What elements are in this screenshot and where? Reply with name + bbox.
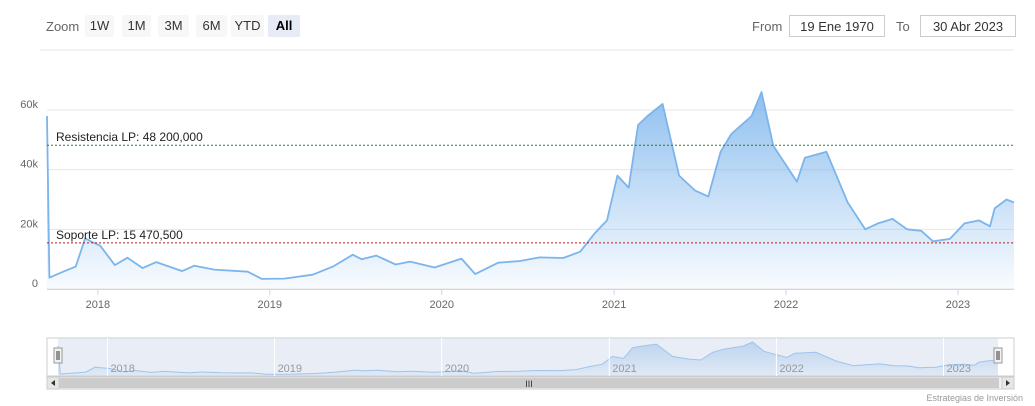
navigator-label: 2018 — [110, 363, 134, 375]
y-tick-label: 20k — [20, 218, 38, 230]
x-tick-label: 2023 — [946, 299, 970, 311]
navigator-left-handle[interactable] — [53, 347, 63, 364]
from-date-input[interactable]: 19 Ene 1970 — [789, 15, 885, 37]
navigator-line — [57, 341, 999, 375]
navigator-label: 2020 — [445, 363, 469, 375]
zoom-6m-button[interactable]: 6M — [196, 15, 227, 37]
x-tick-label: 2018 — [86, 299, 110, 311]
navigator-frame — [46, 337, 1015, 377]
scrollbar-grip[interactable]: III — [525, 379, 533, 389]
series-layer — [46, 91, 1015, 289]
x-tick-label: 2020 — [429, 299, 453, 311]
resistance-label: Resistencia LP: 48 200,000 — [56, 130, 203, 144]
annotation-layer: Resistencia LP: 48 200,000 Soporte LP: 15… — [47, 130, 1014, 244]
from-label: From — [752, 19, 783, 34]
range-selector-toolbar: Zoom 1W 1M 3M 6M YTD All From 19 Ene 197… — [0, 0, 1035, 50]
zoom-label: Zoom — [46, 19, 80, 34]
chevron-left-icon — [51, 380, 55, 386]
navigator-label: 2019 — [278, 363, 302, 375]
to-label: To — [896, 19, 910, 34]
navigator-label: 2021 — [612, 363, 636, 375]
zoom-3m-button[interactable]: 3M — [158, 15, 189, 37]
zoom-1m-button[interactable]: 1M — [122, 15, 151, 37]
x-tick-label: 2019 — [258, 299, 282, 311]
chart-credit[interactable]: Estrategias de Inversión — [926, 393, 1023, 403]
scrollbar-thumb[interactable] — [59, 378, 999, 388]
y-tick-label: 60k — [20, 99, 38, 111]
support-label: Soporte LP: 15 470,500 — [56, 228, 183, 242]
navigator-label: 2022 — [779, 363, 803, 375]
navigator-label: 2023 — [947, 363, 971, 375]
zoom-all-button[interactable]: All — [268, 15, 300, 37]
y-tick-label: 0 — [32, 278, 38, 290]
zoom-ytd-button[interactable]: YTD — [231, 15, 264, 37]
axis-layer: 0 20k 40k 60k 2018 2019 2020 2021 2022 2023 — [20, 99, 1014, 311]
x-tick-label: 2022 — [774, 299, 798, 311]
y-tick-label: 40k — [20, 159, 38, 171]
to-date-input[interactable]: 30 Abr 2023 — [920, 15, 1016, 37]
zoom-1w-button[interactable]: 1W — [85, 15, 114, 37]
navigator[interactable]: 2018 2019 2020 2021 2022 2023 III — [46, 337, 1015, 390]
chevron-right-icon — [1006, 380, 1010, 386]
x-tick-label: 2021 — [602, 299, 626, 311]
navigator-right-handle[interactable] — [993, 347, 1003, 364]
navigator-selected-range[interactable] — [58, 338, 998, 376]
